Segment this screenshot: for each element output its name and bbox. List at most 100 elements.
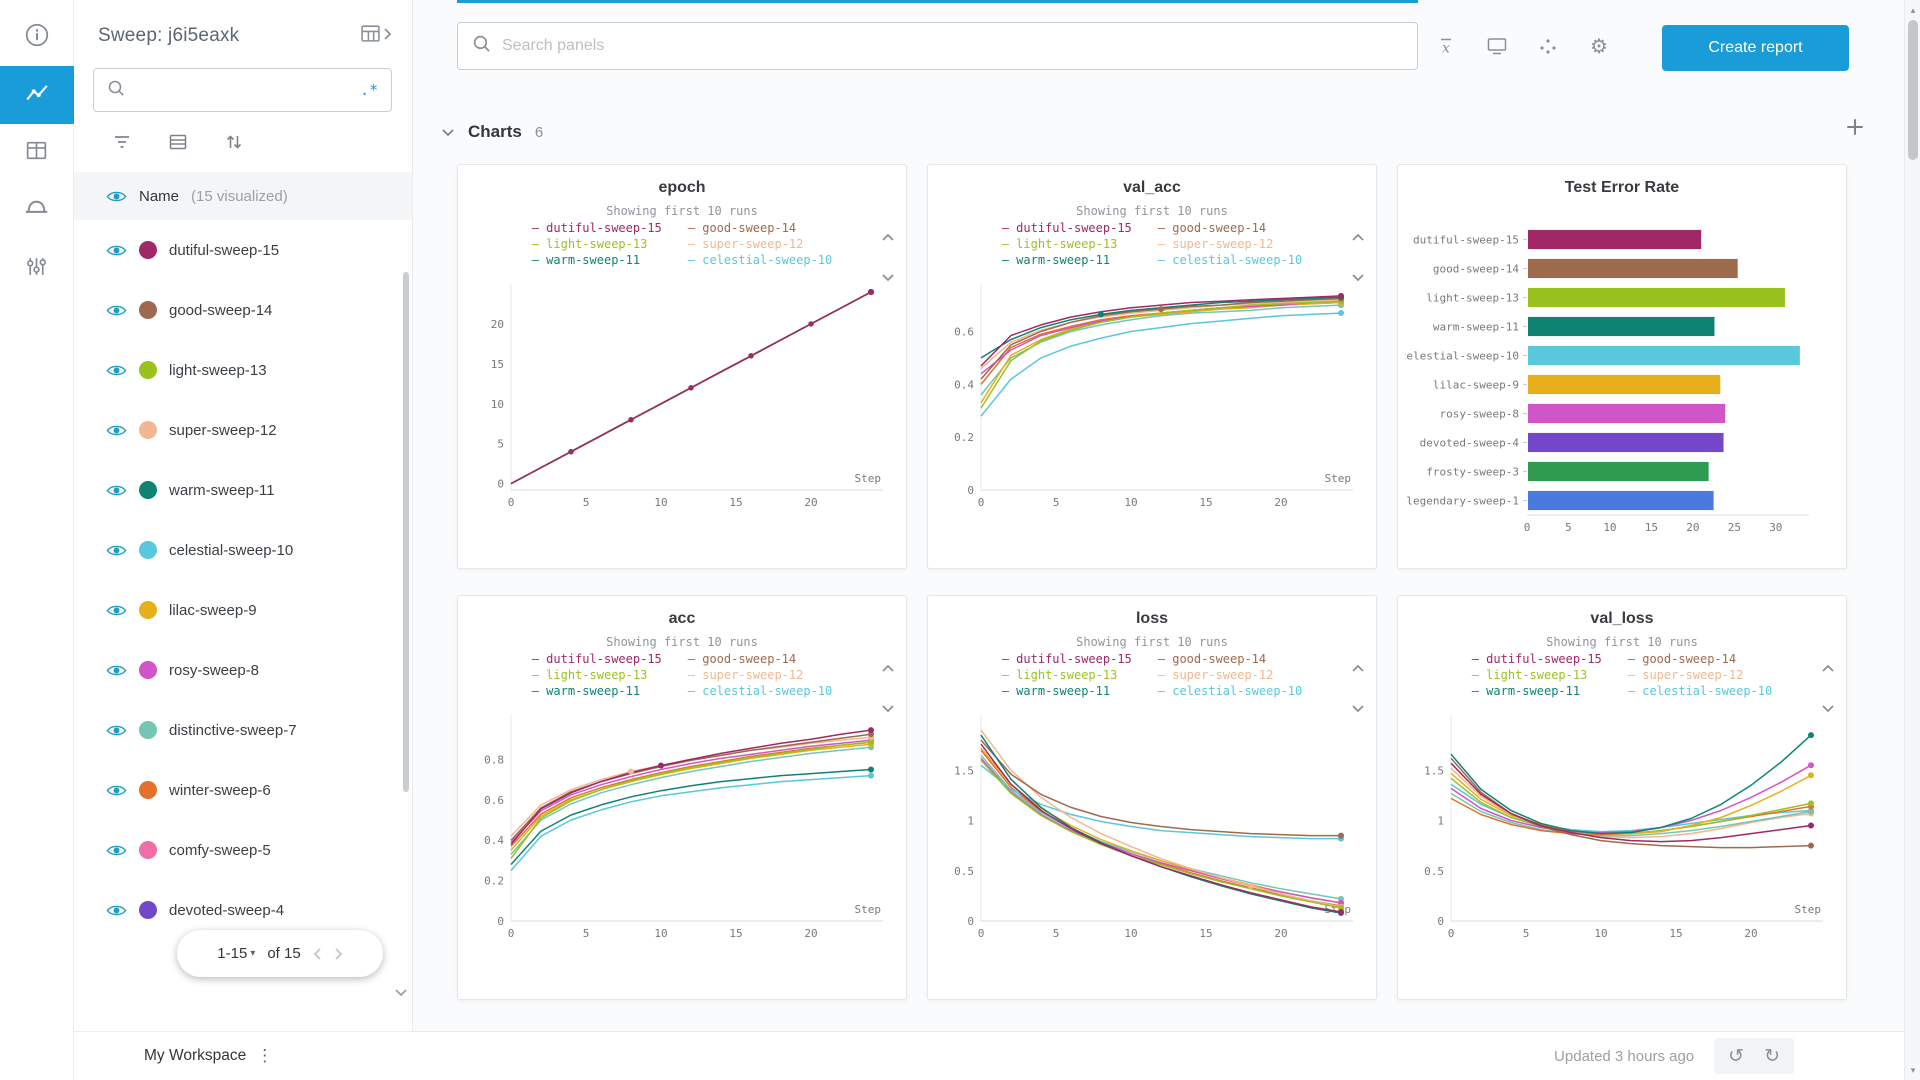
run-search-input[interactable] <box>135 81 350 99</box>
mean-formula-icon[interactable]: x <box>1431 31 1461 61</box>
legend-entry[interactable]: — light-sweep-13 <box>531 668 648 682</box>
legend-entry[interactable]: — light-sweep-13 <box>1001 668 1118 682</box>
eye-icon[interactable] <box>106 543 127 558</box>
legend-entry[interactable]: — warm-sweep-11 <box>1001 253 1111 267</box>
run-row[interactable]: rosy-sweep-8 <box>74 640 412 700</box>
sidebar-scroll-down-icon[interactable] <box>394 984 408 1002</box>
legend-entry[interactable]: — celestial-sweep-10 <box>1157 253 1303 267</box>
legend-entry[interactable]: — dutiful-sweep-15 <box>1001 221 1132 235</box>
legend-entry[interactable]: — celestial-sweep-10 <box>1627 684 1773 698</box>
legend-entry[interactable]: — super-sweep-12 <box>1627 668 1744 682</box>
sort-icon[interactable] <box>224 132 244 152</box>
panel-test-error-rate[interactable]: Test Error Rate dutiful-sweep-15 good-swee… <box>1397 164 1847 569</box>
run-list-header[interactable]: Name (15 visualized) <box>74 172 412 220</box>
legend-entry[interactable]: — super-sweep-12 <box>687 237 804 251</box>
run-row[interactable]: comfy-sweep-5 <box>74 820 412 880</box>
scatter-dots-icon[interactable] <box>1533 31 1563 61</box>
legend-scroll-down-icon[interactable] <box>1821 700 1835 718</box>
legend-entry[interactable]: — dutiful-sweep-15 <box>1001 652 1132 666</box>
legend-entry[interactable]: — celestial-sweep-10 <box>687 684 833 698</box>
legend-scroll-up-icon[interactable] <box>1351 660 1365 678</box>
legend-scroll-up-icon[interactable] <box>881 229 895 247</box>
legend-entry[interactable]: — warm-sweep-11 <box>1001 684 1111 698</box>
legend-entry[interactable]: — warm-sweep-11 <box>531 684 641 698</box>
run-row[interactable]: lilac-sweep-9 <box>74 580 412 640</box>
prev-page-icon[interactable] <box>313 947 322 961</box>
legend-entry[interactable]: — light-sweep-13 <box>1471 668 1588 682</box>
panel-val-acc[interactable]: val_acc Showing first 10 runs — dutiful-sw… <box>927 164 1377 569</box>
scroll-up-icon[interactable]: ▴ <box>1910 4 1916 15</box>
add-panel-button[interactable] <box>1844 116 1866 143</box>
redo-icon[interactable]: ↻ <box>1764 1045 1780 1067</box>
run-row[interactable]: winter-sweep-6 <box>74 760 412 820</box>
legend-scroll-up-icon[interactable] <box>1351 229 1365 247</box>
legend-entry[interactable]: — celestial-sweep-10 <box>687 253 833 267</box>
scroll-thumb[interactable] <box>1908 20 1918 160</box>
eye-icon[interactable] <box>106 363 127 378</box>
run-row[interactable]: super-sweep-12 <box>74 400 412 460</box>
legend-scroll-down-icon[interactable] <box>1351 700 1365 718</box>
eye-icon[interactable] <box>106 303 127 318</box>
run-row[interactable]: good-sweep-14 <box>74 280 412 340</box>
run-row[interactable]: celestial-sweep-10 <box>74 520 412 580</box>
legend-entry[interactable]: — good-sweep-14 <box>1157 652 1267 666</box>
legend-entry[interactable]: — super-sweep-12 <box>1157 668 1274 682</box>
legend-entry[interactable]: — good-sweep-14 <box>687 221 797 235</box>
undo-icon[interactable]: ↺ <box>1728 1045 1745 1067</box>
eye-icon[interactable] <box>106 189 127 204</box>
legend-entry[interactable]: — dutiful-sweep-15 <box>531 652 662 666</box>
legend-entry[interactable]: — warm-sweep-11 <box>531 253 641 267</box>
legend-entry[interactable]: — super-sweep-12 <box>1157 237 1274 251</box>
workspace-menu-icon[interactable]: ⋮ <box>256 1046 274 1065</box>
panel-epoch[interactable]: epoch Showing first 10 runs — dutiful-swee… <box>457 164 907 569</box>
panel-search-input[interactable] <box>502 37 1403 55</box>
run-row[interactable]: warm-sweep-11 <box>74 460 412 520</box>
legend-entry[interactable]: — warm-sweep-11 <box>1471 684 1581 698</box>
legend-entry[interactable]: — light-sweep-13 <box>1001 237 1118 251</box>
eye-icon[interactable] <box>106 663 127 678</box>
legend-entry[interactable]: — celestial-sweep-10 <box>1157 684 1303 698</box>
legend-scroll-down-icon[interactable] <box>881 269 895 287</box>
run-row[interactable]: devoted-sweep-4 <box>74 880 412 940</box>
panel-search-box[interactable] <box>457 22 1418 70</box>
eye-icon[interactable] <box>106 903 127 918</box>
eye-icon[interactable] <box>106 723 127 738</box>
legend-entry[interactable]: — good-sweep-14 <box>687 652 797 666</box>
run-row[interactable]: dutiful-sweep-15 <box>74 220 412 280</box>
rail-item-charts[interactable] <box>0 66 74 124</box>
eye-icon[interactable] <box>106 783 127 798</box>
legend-scroll-down-icon[interactable] <box>1351 269 1365 287</box>
page-range-selector[interactable]: 1-15 ▾ <box>217 945 255 962</box>
page-scrollbar[interactable]: ▴ ▾ <box>1904 0 1920 1080</box>
panel-loss[interactable]: loss Showing first 10 runs — dutiful-sweep… <box>927 595 1377 1000</box>
panel-acc[interactable]: acc Showing first 10 runs — dutiful-sweep-… <box>457 595 907 1000</box>
sidebar-scrollbar[interactable] <box>403 272 409 792</box>
legend-scroll-down-icon[interactable] <box>881 700 895 718</box>
eye-icon[interactable] <box>106 423 127 438</box>
legend-entry[interactable]: — good-sweep-14 <box>1157 221 1267 235</box>
next-page-icon[interactable] <box>334 947 343 961</box>
regex-toggle[interactable]: .* <box>359 81 378 99</box>
chart-plot[interactable]: dutiful-sweep-15 good-sweep-14 light-sweep… <box>1405 213 1839 545</box>
eye-icon[interactable] <box>106 483 127 498</box>
chart-plot[interactable]: 0 0.2 0.4 0.6 0 5 10 15 20 Step <box>935 276 1369 520</box>
rail-item-controls[interactable] <box>0 240 74 298</box>
gear-icon[interactable]: ⚙ <box>1590 35 1608 58</box>
run-row[interactable]: distinctive-sweep-7 <box>74 700 412 760</box>
eye-icon[interactable] <box>106 603 127 618</box>
legend-entry[interactable]: — good-sweep-14 <box>1627 652 1737 666</box>
legend-entry[interactable]: — dutiful-sweep-15 <box>1471 652 1602 666</box>
create-report-button[interactable]: Create report <box>1662 25 1849 71</box>
legend-entry[interactable]: — dutiful-sweep-15 <box>531 221 662 235</box>
eye-icon[interactable] <box>106 243 127 258</box>
run-search-box[interactable]: .* <box>93 68 392 112</box>
rail-item-sweep[interactable] <box>0 182 74 240</box>
eye-icon[interactable] <box>106 843 127 858</box>
filter-icon[interactable] <box>112 132 132 152</box>
rail-item-table[interactable] <box>0 124 74 182</box>
collapse-sidebar-button[interactable] <box>360 24 392 48</box>
panel-val-loss[interactable]: val_loss Showing first 10 runs — dutiful-s… <box>1397 595 1847 1000</box>
legend-scroll-up-icon[interactable] <box>1821 660 1835 678</box>
